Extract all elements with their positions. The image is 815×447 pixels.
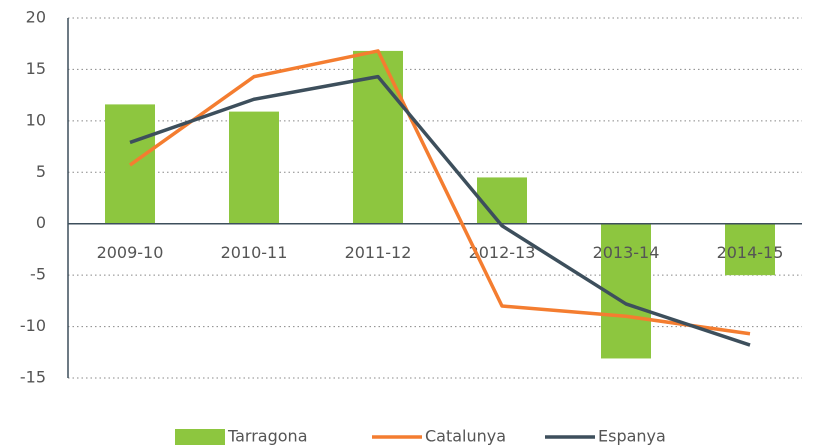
y-tick-label: -10 bbox=[20, 316, 46, 335]
y-tick-label: -15 bbox=[20, 368, 46, 387]
y-tick-label: -5 bbox=[30, 265, 46, 284]
x-tick-label: 2012-13 bbox=[469, 243, 536, 262]
legend-swatch bbox=[175, 429, 225, 445]
legend-label: Tarragona bbox=[227, 427, 308, 446]
x-tick-label: 2010-11 bbox=[221, 243, 288, 262]
bar bbox=[229, 111, 279, 224]
y-tick-label: 20 bbox=[26, 8, 46, 27]
x-tick-label: 2013-14 bbox=[593, 243, 660, 262]
bar bbox=[725, 223, 775, 276]
legend-label: Espanya bbox=[598, 427, 666, 446]
legend-label: Catalunya bbox=[425, 427, 506, 446]
line bbox=[129, 74, 751, 347]
y-tick-label: 0 bbox=[36, 213, 46, 232]
line bbox=[128, 49, 751, 336]
y-tick-label: 15 bbox=[26, 59, 46, 78]
bar bbox=[601, 223, 651, 359]
x-tick-label: 2014-15 bbox=[717, 243, 784, 262]
y-tick-label: 5 bbox=[36, 162, 46, 181]
x-tick-label: 2011-12 bbox=[345, 243, 412, 262]
y-tick-label: 10 bbox=[26, 110, 46, 129]
x-tick-label: 2009-10 bbox=[97, 243, 164, 262]
bar bbox=[477, 177, 527, 224]
